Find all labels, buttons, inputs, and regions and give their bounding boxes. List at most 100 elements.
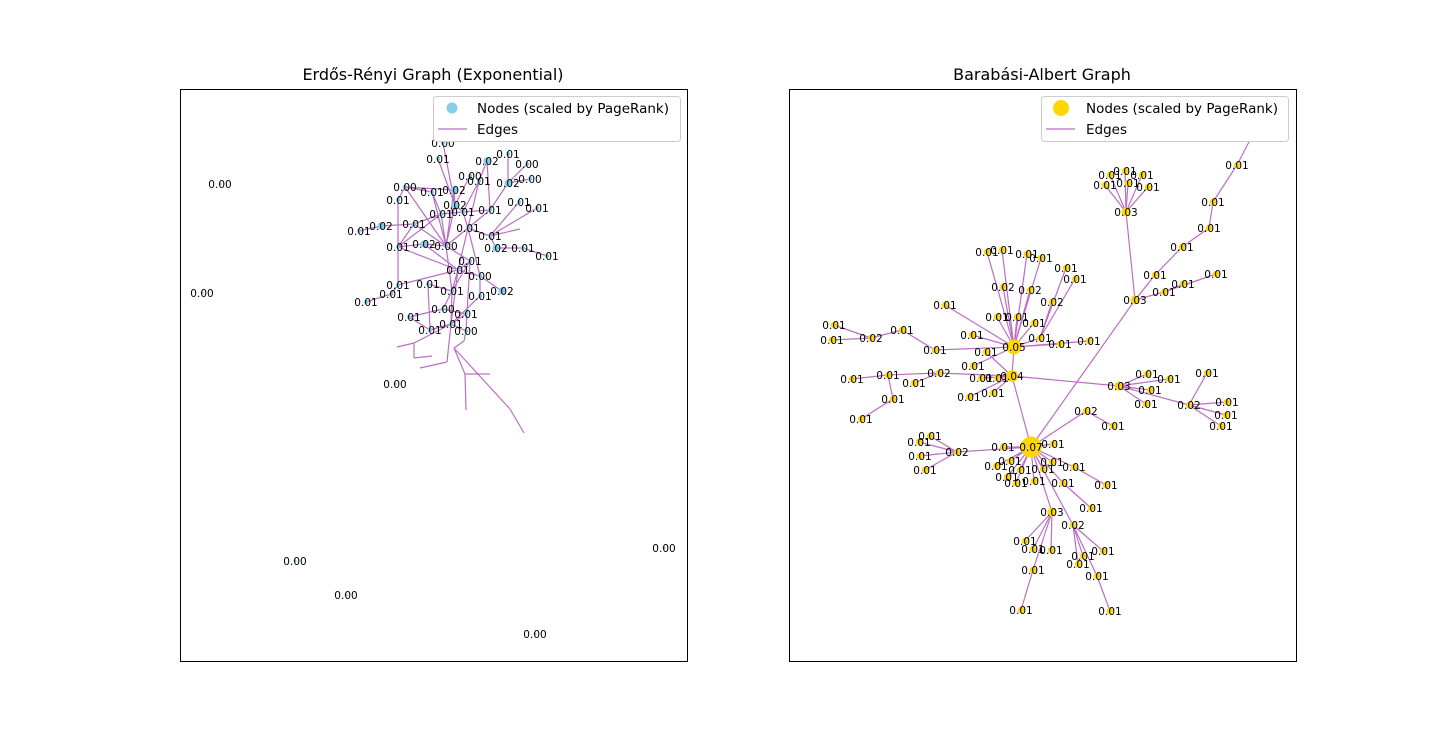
ba-node-label: 0.01 [1015,249,1038,261]
ba-node [983,248,991,256]
ba-node [1178,243,1186,251]
er-edge [454,175,471,206]
ba-node [1205,224,1213,232]
er-node-label: 0.01 [478,205,501,217]
ba-node-label: 0.01 [913,465,936,477]
er-edge [404,186,447,247]
ba-node [1109,422,1117,430]
ba-plot-frame [789,89,1297,662]
er-edges [358,142,548,434]
er-edge [397,243,425,248]
er-edge [462,180,480,213]
ba-node-label: 0.01 [998,456,1021,468]
ba-edge [1236,137,1252,166]
ba-edge [1208,201,1214,229]
ba-node [1012,479,1020,487]
er-edge [427,283,453,292]
er-node [505,151,511,157]
ba-node-label: 0.02 [859,333,882,345]
er-node [435,156,441,162]
ba-node [1070,463,1078,471]
ba-node-label: 0.01 [974,347,997,359]
ba-node-label: 0.01 [981,388,1004,400]
ba-edge [956,446,1032,453]
ba-node [1030,319,1038,327]
ba-node [828,336,836,344]
er-node [406,314,412,320]
ba-node-label: 0.01 [1197,223,1220,235]
er-edge [457,260,471,271]
ba-edge [1188,404,1222,427]
ba-edge [1212,164,1238,203]
ba-edge [1050,511,1053,551]
er-node [420,240,428,248]
er-node [395,197,401,203]
ba-node [998,246,1006,254]
ba-node-label: 0.02 [927,368,950,380]
er-node [467,258,473,264]
ba-edge [1072,524,1084,557]
er-node [395,244,401,250]
ba-node [848,375,856,383]
ba-node-label: 0.02 [1074,406,1097,418]
ba-edge [860,398,894,420]
er-isolated-node [344,593,348,597]
ba-node-label: 0.01 [1021,565,1044,577]
ba-edge [1163,283,1184,293]
er-node [440,306,446,312]
ba-node [1217,422,1225,430]
ba-node-label: 0.01 [890,325,913,337]
er-edge [489,182,509,211]
ba-node [1209,198,1217,206]
ba-node-label: 0.01 [1008,465,1031,477]
ba-node-label: 0.01 [933,300,956,312]
er-edge [450,295,481,325]
er-node [402,184,408,190]
ba-node-label: 0.01 [1029,253,1052,265]
er-node-label: 0.01 [386,280,409,292]
ba-node [993,374,1001,382]
ba-edge [968,375,1013,398]
er-node [492,244,500,252]
er-edge [522,247,548,257]
ba-node-label: 0.01 [1066,559,1089,571]
ba-node [931,346,939,354]
er-node [450,186,458,194]
ba-edge [831,337,872,341]
ba-node-label: 0.01 [1028,333,1051,345]
ba-node-label: 0.03 [1040,507,1063,519]
ba-edge [1072,524,1079,565]
er-node [465,225,471,231]
er-isolated-node-label: 0.00 [283,556,306,568]
er-edge [445,245,471,262]
ba-node-label: 0.01 [840,374,863,386]
ba-node-label: 0.04 [1000,371,1024,383]
ba-node-label: 0.02 [1040,297,1063,309]
ba-node-label: 0.01 [1009,605,1032,617]
ba-node [965,393,973,401]
ba-edge [870,329,903,339]
er-node-label: 0.02 [490,286,513,298]
ba-node [1222,411,1230,419]
ba-node [1102,481,1110,489]
er-legend-box [433,96,681,142]
er-edge [453,347,466,375]
ba-node [1185,401,1193,409]
ba-node-label: 0.01 [1031,464,1054,476]
er-edge [365,293,392,303]
er-node [463,311,469,317]
er-node-label: 0.01 [379,289,402,301]
ba-node-label: 0.02 [991,282,1014,294]
ba-edge [929,435,958,453]
er-node-label: 0.01 [416,279,439,291]
ba-edge [972,346,1015,367]
ba-graph-title: Barabási-Albert Graph [953,65,1131,84]
er-edge [467,227,491,237]
er-plot-frame [180,89,688,662]
ba-node [1030,477,1038,485]
er-node [520,245,526,251]
ba-node [1071,275,1079,283]
ba-node [1087,504,1095,512]
er-node-label: 0.02 [412,239,435,251]
